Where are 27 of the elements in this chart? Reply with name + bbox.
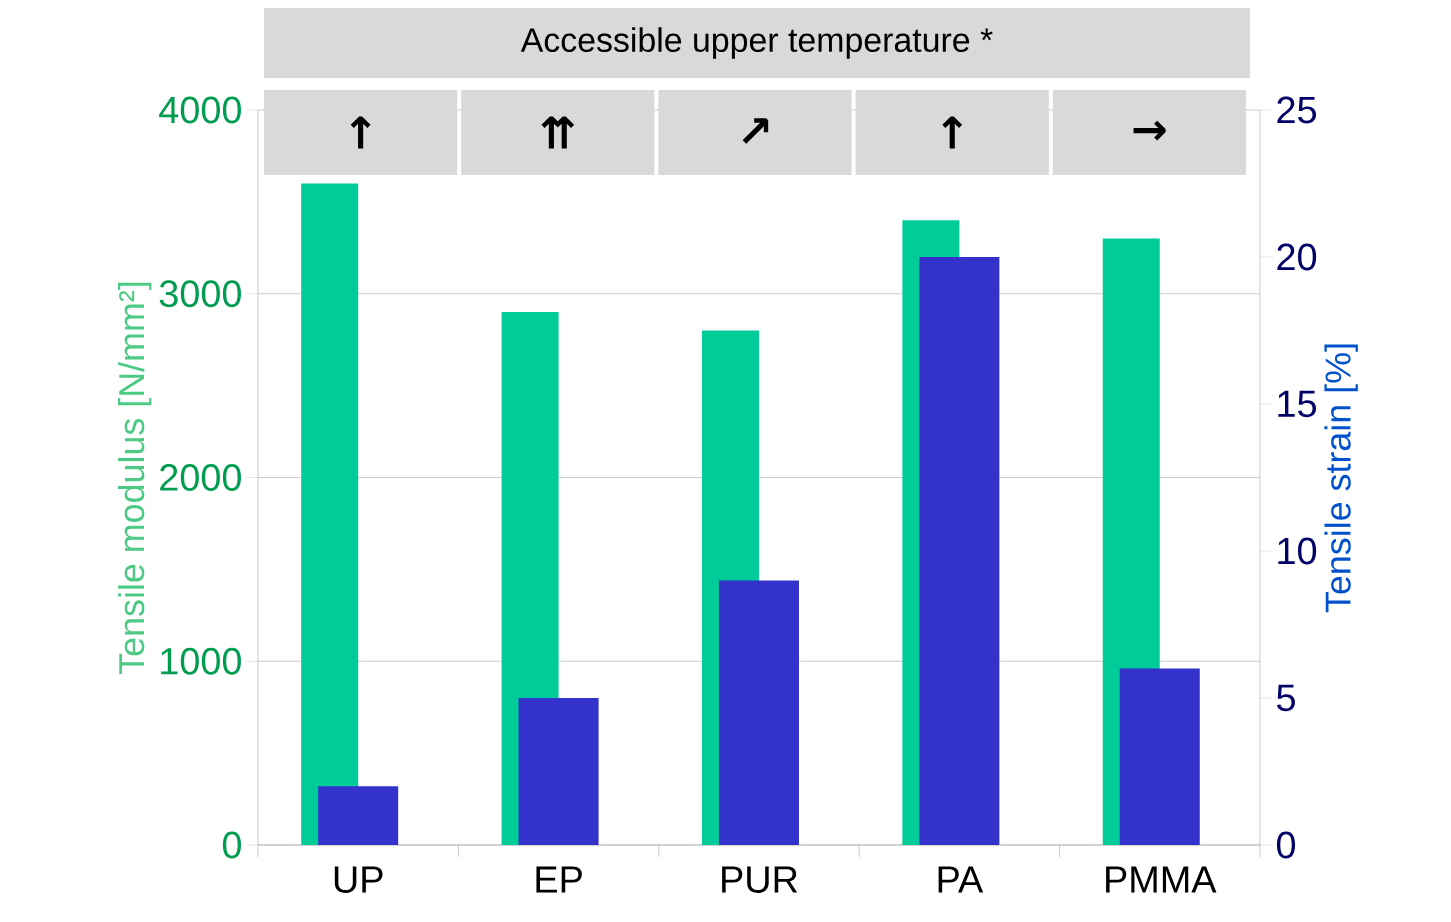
x-tick-label: PA	[938, 866, 984, 893]
y2-tick-label: 15	[1278, 390, 1316, 418]
bar	[1119, 668, 1200, 845]
y2-tick-label: 25	[1277, 96, 1316, 124]
x-tick-label: PUR	[722, 866, 798, 893]
y-tick-label: 0	[222, 831, 241, 859]
x-tick-label: EP	[536, 866, 582, 893]
annotation: ↗	[742, 118, 769, 144]
y2-tick-label: 20	[1277, 243, 1317, 271]
y-tick-label: 1000	[161, 647, 241, 675]
bar	[518, 698, 599, 845]
y-axis-title: Tensile modulus [N/mm²]	[117, 282, 152, 674]
y2-tick-label: 5	[1277, 684, 1295, 712]
x-tick-label: PMMA	[1106, 866, 1217, 893]
annotation: ↑	[350, 116, 371, 149]
y2-axis-title: Tensile strain [%]	[1324, 344, 1358, 613]
bar	[318, 786, 399, 845]
chart-title: Accessible upper temperature *	[520, 27, 993, 59]
y-tick-label: 4000	[159, 96, 241, 124]
y2-tick-label: 0	[1276, 831, 1296, 859]
annotation: ⇈	[541, 116, 575, 149]
annotation: →	[1133, 120, 1166, 141]
y2-tick-label: 10	[1278, 537, 1317, 565]
annotation: ↑	[942, 116, 963, 149]
x-tick-label: UP	[334, 866, 383, 893]
y-tick-label: 2000	[160, 464, 241, 491]
y-tick-label: 3000	[159, 280, 241, 308]
